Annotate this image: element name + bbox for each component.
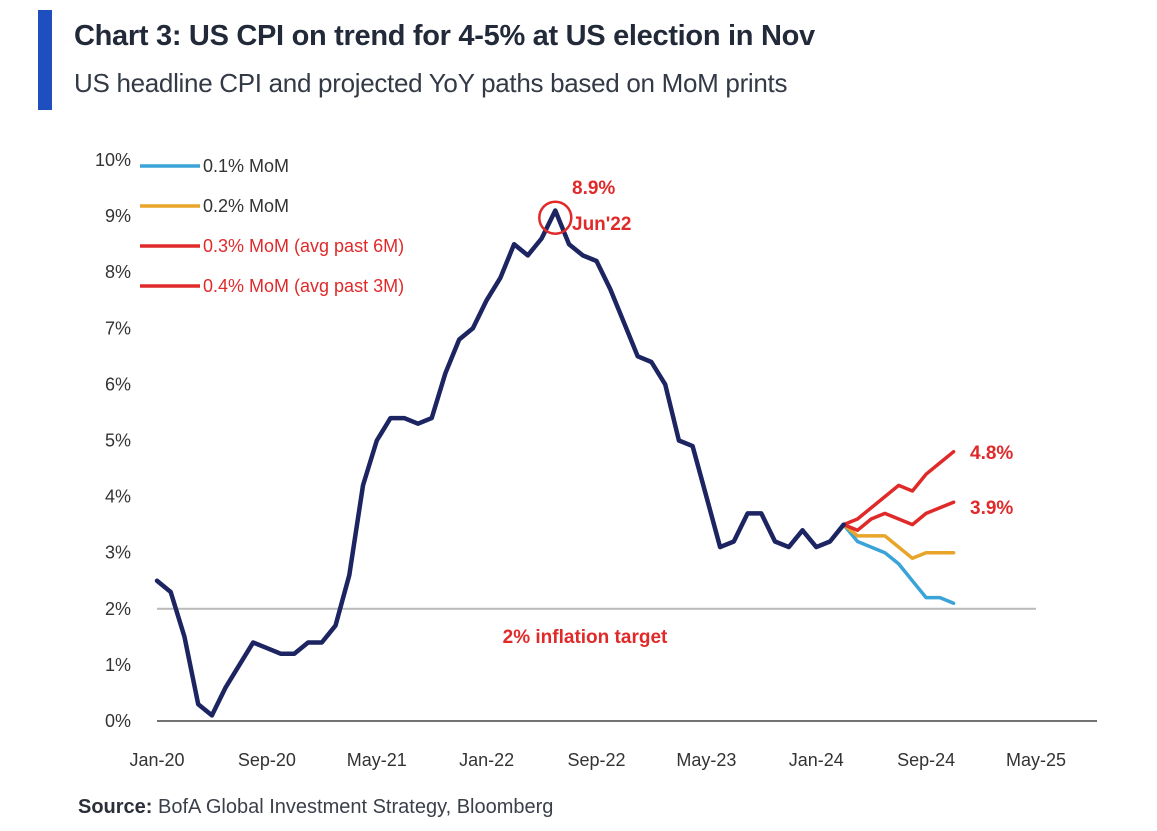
x-tick-label: Jan-24 bbox=[789, 750, 844, 770]
y-tick-label: 6% bbox=[105, 374, 131, 394]
x-tick-label: May-21 bbox=[347, 750, 407, 770]
legend-label-p03: 0.3% MoM (avg past 6M) bbox=[203, 236, 404, 256]
y-tick-label: 0% bbox=[105, 711, 131, 731]
y-tick-label: 3% bbox=[105, 543, 131, 563]
chart-subtitle: US headline CPI and projected YoY paths … bbox=[74, 68, 788, 98]
y-tick-label: 8% bbox=[105, 262, 131, 282]
end-label-high: 4.8% bbox=[970, 443, 1013, 464]
y-tick-label: 5% bbox=[105, 431, 131, 451]
y-tick-label: 4% bbox=[105, 487, 131, 507]
series-line-p04 bbox=[841, 449, 956, 527]
series-line-p01 bbox=[841, 522, 956, 605]
source-label: Source: bbox=[78, 796, 153, 818]
peak-value-label: 8.9% bbox=[572, 178, 615, 199]
x-tick-label: Jan-22 bbox=[459, 750, 514, 770]
series-line-p03 bbox=[841, 500, 956, 533]
source-note: Source: BofA Global Investment Strategy,… bbox=[78, 796, 553, 819]
x-axis: Jan-20 Sep-20 May-21 Jan-22 Sep-22 May-23 Jan-… bbox=[129, 720, 1097, 770]
y-axis: 0% 1% 2% 3% 4% 5% 6% 7% 8% 9% 10% bbox=[95, 150, 131, 731]
series-group bbox=[154, 208, 956, 718]
chart-title: Chart 3: US CPI on trend for 4-5% at US … bbox=[74, 20, 815, 52]
y-tick-label: 1% bbox=[105, 655, 131, 675]
peak-date-label: Jun'22 bbox=[572, 214, 631, 235]
legend-label-p02: 0.2% MoM bbox=[203, 196, 289, 216]
x-tick-label: May-23 bbox=[676, 750, 736, 770]
source-text: BofA Global Investment Strategy, Bloombe… bbox=[152, 796, 554, 818]
y-tick-label: 2% bbox=[105, 599, 131, 619]
x-tick-label: May-25 bbox=[1006, 750, 1066, 770]
accent-bar bbox=[38, 10, 52, 110]
target-label: 2% inflation target bbox=[503, 627, 668, 648]
legend-label-p01: 0.1% MoM bbox=[203, 156, 289, 176]
x-tick-label: Jan-20 bbox=[129, 750, 184, 770]
y-tick-label: 9% bbox=[105, 206, 131, 226]
series-line-p02 bbox=[841, 522, 956, 561]
peak-marker bbox=[538, 200, 573, 235]
end-label-mid: 3.9% bbox=[970, 498, 1013, 519]
series-line-actual bbox=[154, 208, 846, 718]
y-tick-label: 7% bbox=[105, 318, 131, 338]
legend: 0.1% MoM 0.2% MoM 0.3% MoM (avg past 6M) 0.… bbox=[140, 156, 404, 296]
legend-label-p04: 0.4% MoM (avg past 3M) bbox=[203, 276, 404, 296]
x-tick-label: Sep-22 bbox=[567, 750, 625, 770]
x-tick-label: Sep-20 bbox=[238, 750, 296, 770]
x-tick-label: Sep-24 bbox=[897, 750, 955, 770]
y-tick-label: 10% bbox=[95, 150, 131, 170]
